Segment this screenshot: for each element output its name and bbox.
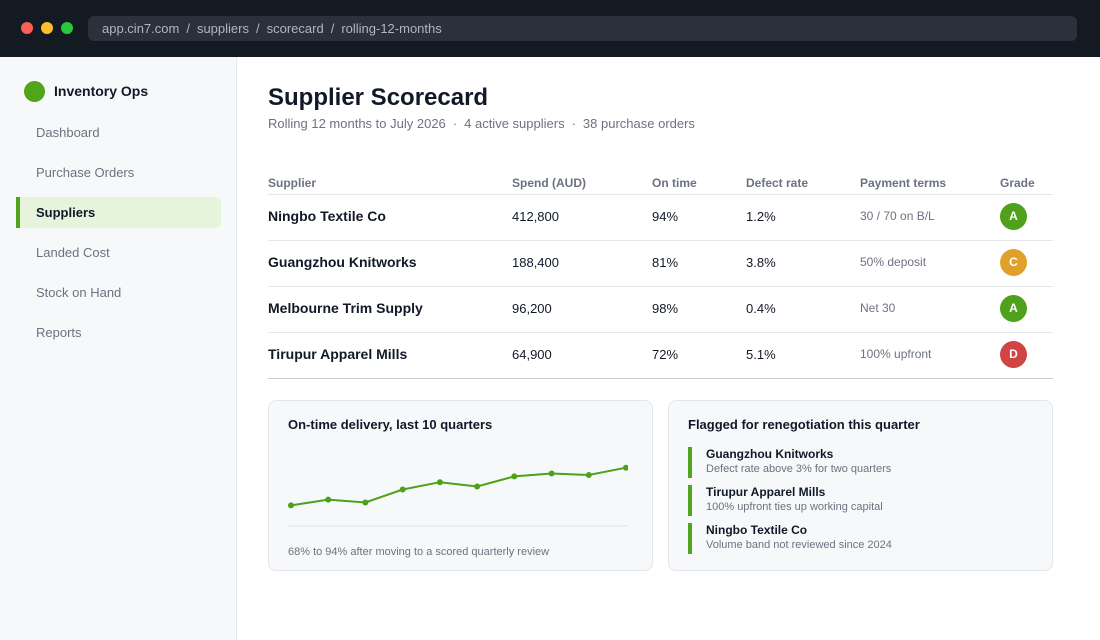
table-row[interactable]: Melbourne Trim Supply 96,200 98% 0.4% Ne… [268, 287, 1053, 333]
grade-badge: A [1000, 203, 1027, 230]
flag-item[interactable]: Guangzhou Knitworks Defect rate above 3%… [688, 447, 1033, 478]
data-point[interactable] [511, 473, 518, 480]
url-segment: scorecard [266, 21, 324, 36]
close-window-button[interactable] [21, 22, 33, 34]
grade-badge: C [1000, 249, 1027, 276]
card-title: On-time delivery, last 10 quarters [288, 417, 493, 432]
on-time-value: 94% [652, 209, 679, 224]
supplier-name[interactable]: Guangzhou Knitworks [268, 254, 417, 270]
flag-note: Volume band not reviewed since 2024 [706, 539, 892, 551]
minimize-window-button[interactable] [41, 22, 53, 34]
renegotiation-card: Flagged for renegotiation this quarter G… [668, 400, 1053, 571]
column-header-payment-terms[interactable]: Payment terms [860, 176, 947, 190]
payment-terms-value: 100% upfront [860, 347, 932, 361]
maximize-window-button[interactable] [61, 22, 73, 34]
flag-supplier-name: Ningbo Textile Co [706, 523, 808, 537]
brand-name: Inventory Ops [54, 83, 149, 99]
supplier-name[interactable]: Tirupur Apparel Mills [268, 346, 408, 362]
sidebar-item-purchase-orders[interactable]: Purchase Orders [36, 165, 135, 180]
url-segment: suppliers [196, 21, 249, 36]
sidebar-item-stock-on-hand[interactable]: Stock on Hand [36, 285, 122, 300]
page-subtitle: Rolling 12 months to July 2026 · 4 active … [268, 116, 695, 131]
flag-note: Defect rate above 3% for two quarters [706, 463, 892, 475]
browser-chrome: app.cin7.com / suppliers / scorecard / rolling… [0, 0, 1100, 57]
spend-value: 96,200 [512, 301, 552, 316]
address-bar[interactable]: app.cin7.com / suppliers / scorecard / rolling… [88, 16, 1077, 41]
sidebar-item-landed-cost[interactable]: Landed Cost [36, 245, 110, 260]
table-row[interactable]: Guangzhou Knitworks 188,400 81% 3.8% 50%… [268, 241, 1053, 287]
defect-rate-value: 5.1% [746, 347, 776, 362]
sidebar-item-dashboard[interactable]: Dashboard [36, 125, 100, 140]
sidebar-nav: Dashboard Purchase Orders Suppliers Land… [16, 117, 221, 357]
supplier-count: 4 active suppliers [464, 116, 565, 131]
url-separator: / [330, 21, 335, 36]
url-segment: rolling-12-months [341, 21, 442, 36]
sidebar: Inventory Ops Dashboard Purchase Orders … [0, 57, 237, 640]
on-time-value: 81% [652, 255, 679, 270]
flag-note: 100% upfront ties up working capital [706, 501, 883, 513]
spend-value: 412,800 [512, 209, 559, 224]
on-time-series-line [290, 466, 627, 507]
payment-terms-value: Net 30 [860, 301, 896, 315]
data-point[interactable] [585, 472, 592, 478]
period-label: Rolling 12 months to July 2026 [268, 116, 446, 131]
column-header-supplier[interactable]: Supplier [268, 176, 317, 190]
payment-terms-value: 30 / 70 on B/L [860, 209, 935, 223]
data-point[interactable] [548, 470, 555, 477]
sidebar-item-reports[interactable]: Reports [36, 325, 82, 340]
column-header-defect-rate[interactable]: Defect rate [746, 176, 809, 190]
brand-logo-icon [24, 80, 45, 102]
url-separator: / [186, 21, 190, 36]
on-time-value: 72% [652, 347, 679, 362]
table-row[interactable]: Ningbo Textile Co 412,800 94% 1.2% 30 / … [268, 195, 1053, 241]
flag-supplier-name: Tirupur Apparel Mills [706, 485, 826, 499]
subtitle-separator: · [571, 116, 576, 131]
brand: Inventory Ops [24, 80, 148, 102]
spend-value: 64,900 [512, 347, 552, 362]
flag-list: Guangzhou Knitworks Defect rate above 3%… [688, 447, 1033, 561]
flag-item[interactable]: Ningbo Textile Co Volume band not review… [688, 523, 1033, 554]
grade-badge: A [1000, 295, 1027, 322]
supplier-name[interactable]: Melbourne Trim Supply [268, 300, 423, 316]
flag-item[interactable]: Tirupur Apparel Mills 100% upfront ties … [688, 485, 1033, 516]
data-point[interactable] [325, 496, 332, 503]
url-segment: app.cin7.com [102, 21, 180, 36]
defect-rate-value: 3.8% [746, 255, 776, 270]
spend-value: 188,400 [512, 255, 559, 270]
page-title: Supplier Scorecard [268, 84, 489, 111]
data-point[interactable] [436, 479, 443, 486]
subtitle-separator: · [452, 116, 458, 131]
grade-badge: D [1000, 341, 1027, 368]
po-count: 38 purchase orders [582, 116, 695, 131]
defect-rate-value: 0.4% [746, 301, 776, 316]
data-point[interactable] [288, 502, 294, 509]
column-header-spend[interactable]: Spend (AUD) [512, 176, 586, 190]
sidebar-item-suppliers[interactable]: Suppliers [16, 197, 221, 228]
defect-rate-value: 1.2% [746, 209, 776, 224]
data-point[interactable] [399, 486, 406, 493]
data-point[interactable] [362, 499, 369, 506]
column-header-on-time[interactable]: On time [652, 176, 697, 190]
payment-terms-value: 50% deposit [860, 255, 927, 269]
flag-supplier-name: Guangzhou Knitworks [706, 447, 834, 461]
on-time-value: 98% [652, 301, 679, 316]
column-header-grade[interactable]: Grade [1000, 176, 1035, 190]
table-row[interactable]: Tirupur Apparel Mills 64,900 72% 5.1% 10… [268, 333, 1053, 379]
card-caption: 68% to 94% after moving to a scored quar… [288, 546, 550, 558]
table-header: Supplier Spend (AUD) On time Defect rate… [268, 175, 1053, 195]
supplier-table: Supplier Spend (AUD) On time Defect rate… [268, 175, 1053, 379]
data-point[interactable] [623, 464, 628, 471]
data-point[interactable] [474, 483, 481, 490]
card-title: Flagged for renegotiation this quarter [688, 417, 920, 432]
url-separator: / [255, 21, 260, 36]
on-time-line-chart [288, 464, 628, 527]
on-time-trend-card: On-time delivery, last 10 quarters 68% t… [268, 400, 653, 571]
supplier-name[interactable]: Ningbo Textile Co [268, 208, 386, 224]
